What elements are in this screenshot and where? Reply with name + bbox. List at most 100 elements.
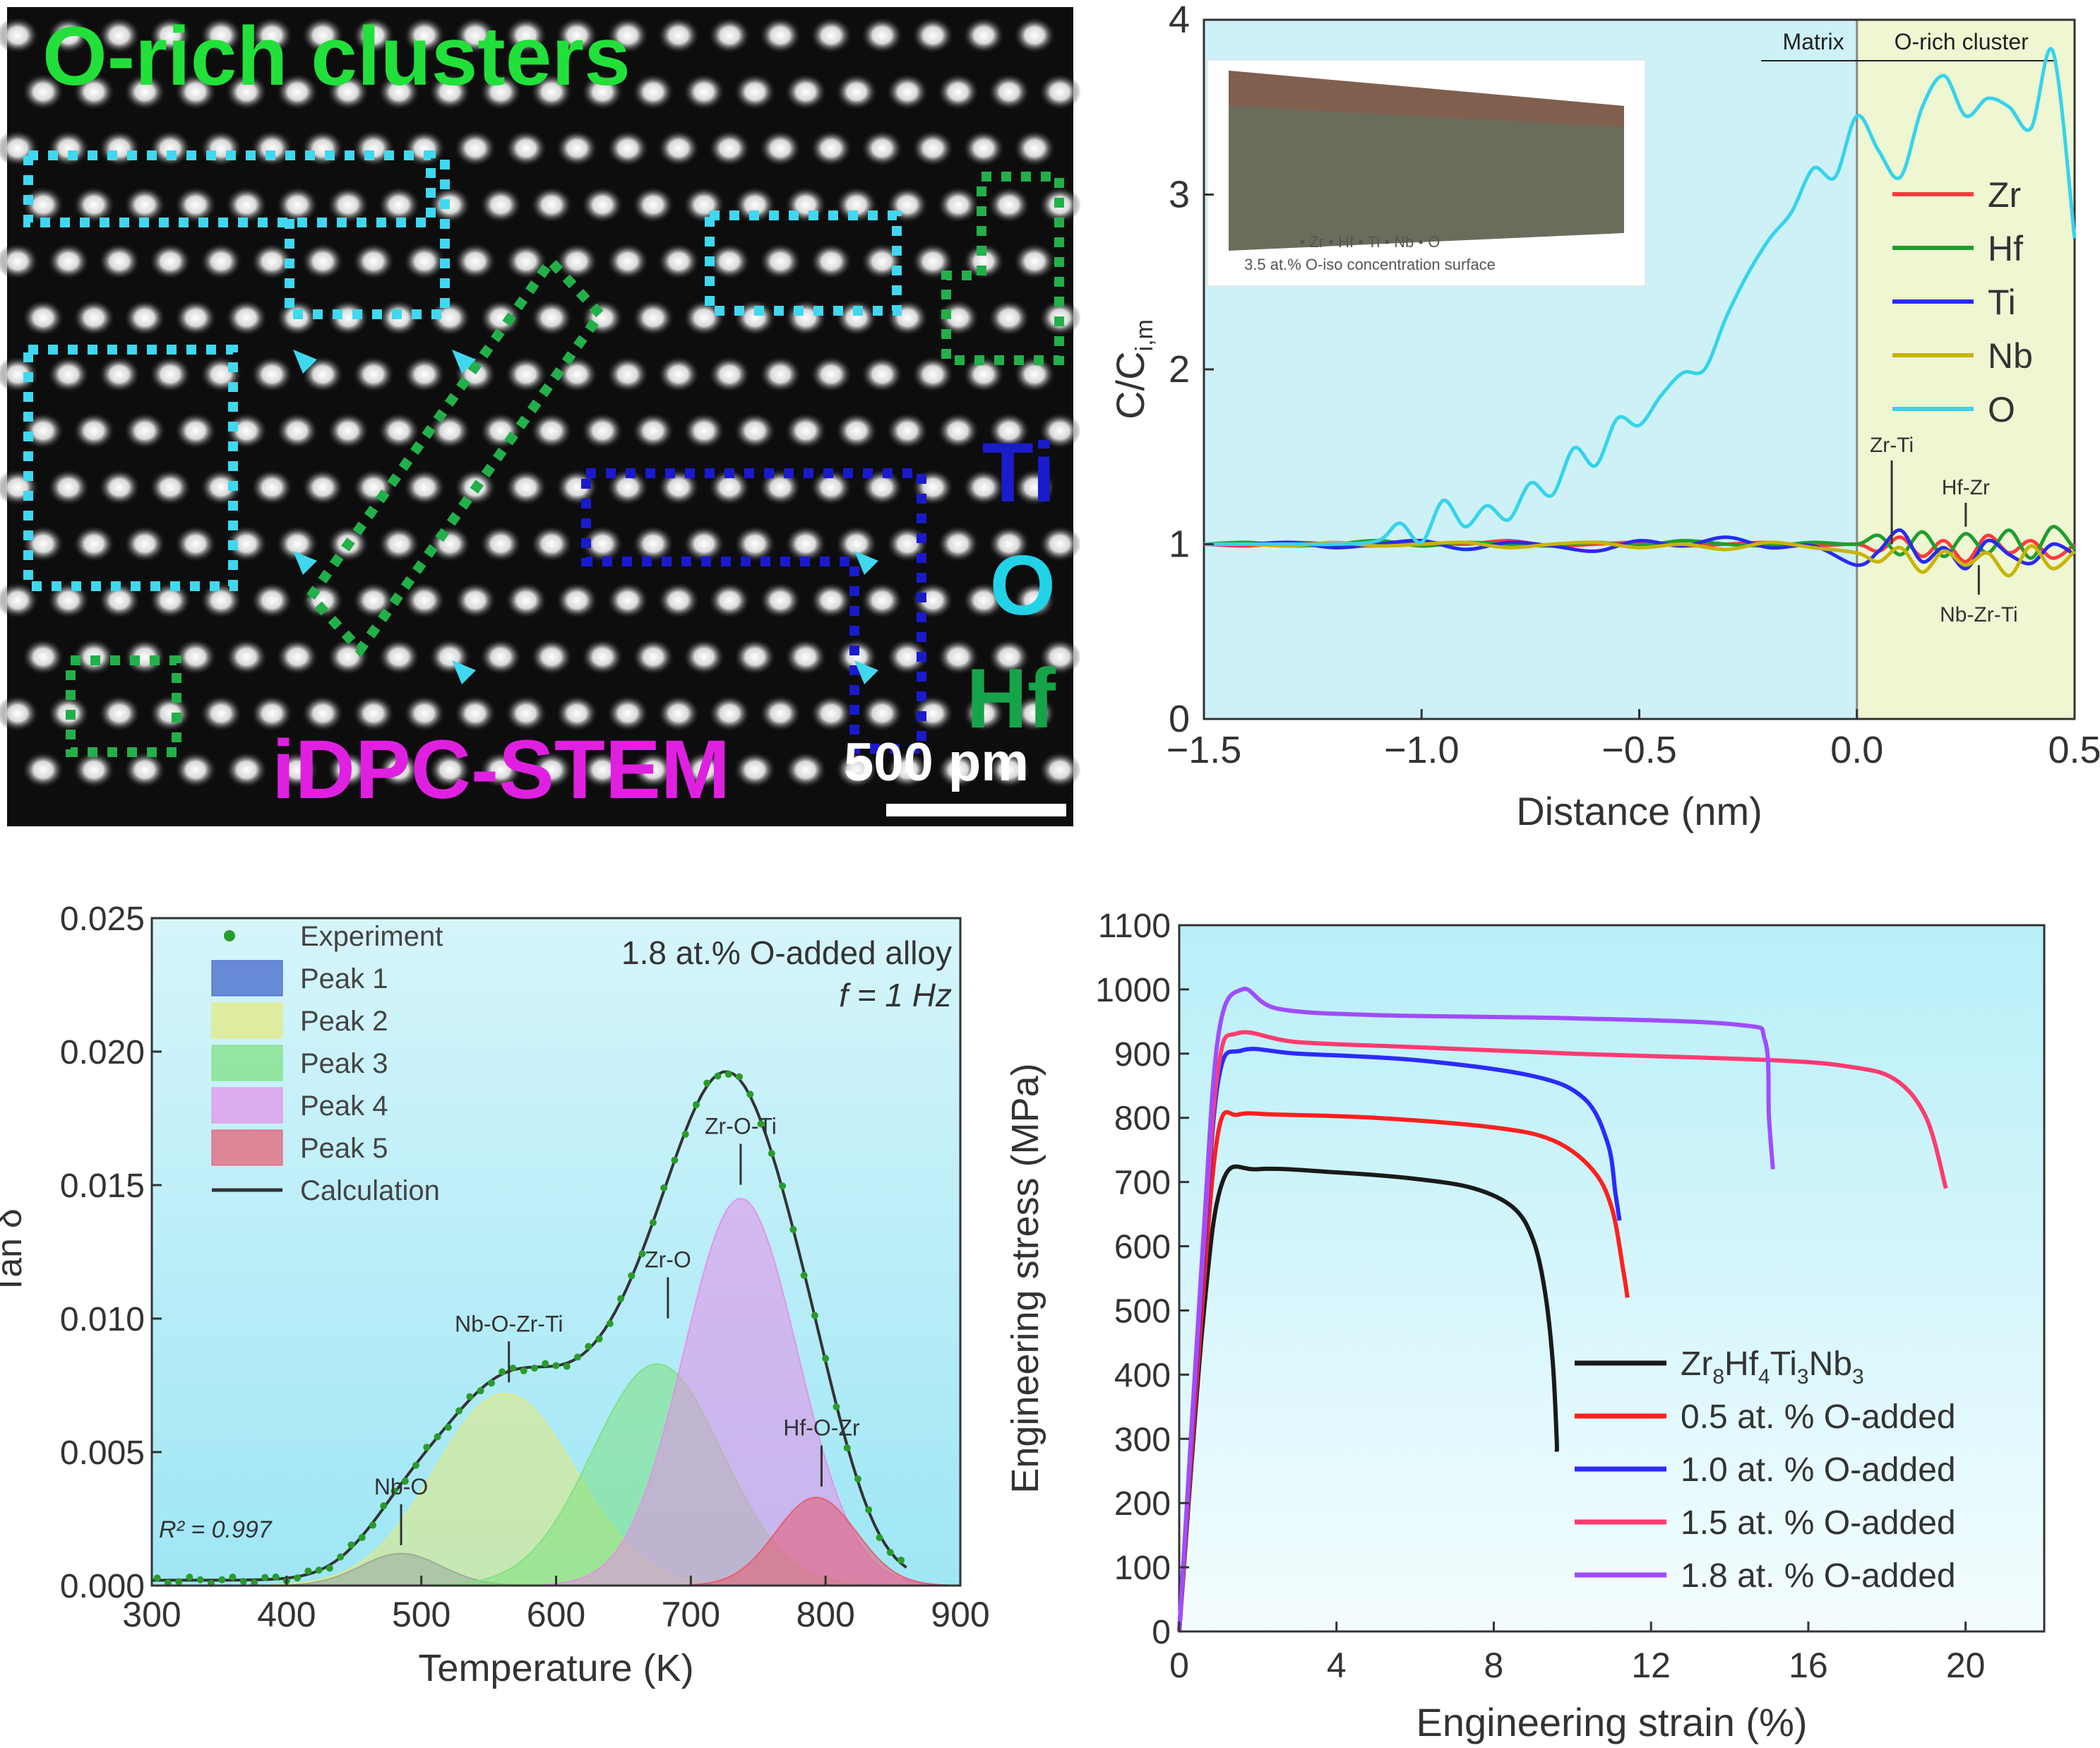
atom bbox=[1013, 130, 1056, 167]
atom bbox=[1013, 695, 1056, 732]
experiment-point bbox=[358, 1533, 366, 1541]
atom bbox=[0, 17, 39, 54]
atom bbox=[607, 356, 649, 393]
x-tick-label: 0.0 bbox=[1830, 729, 1883, 771]
atom bbox=[174, 186, 217, 223]
experiment-point bbox=[466, 1393, 474, 1401]
experiment-point bbox=[434, 1433, 441, 1441]
atom bbox=[479, 412, 522, 449]
atom bbox=[861, 582, 903, 619]
atom bbox=[657, 695, 700, 732]
atom bbox=[734, 638, 776, 675]
atom bbox=[505, 243, 547, 280]
atom bbox=[683, 751, 725, 788]
legend-swatch-peak bbox=[211, 1045, 283, 1081]
x-tick-label: 400 bbox=[257, 1595, 316, 1634]
scale-bar bbox=[886, 804, 1066, 816]
atom bbox=[784, 751, 827, 788]
atom-lattice bbox=[0, 17, 1080, 788]
atom bbox=[47, 130, 90, 167]
x-tick-label: 8 bbox=[1484, 1646, 1504, 1685]
atom bbox=[454, 130, 496, 167]
atom bbox=[988, 299, 1030, 336]
atom bbox=[429, 299, 471, 336]
y-tick-label: 300 bbox=[1114, 1421, 1171, 1458]
atom bbox=[378, 751, 420, 788]
atom bbox=[174, 73, 217, 110]
x-tick-label: 4 bbox=[1327, 1646, 1347, 1685]
x-tick-label: 700 bbox=[662, 1595, 720, 1634]
y-tick-label: 500 bbox=[1114, 1292, 1171, 1330]
atom bbox=[1013, 469, 1056, 506]
y-tick-label: 200 bbox=[1114, 1485, 1171, 1523]
atom bbox=[429, 412, 471, 449]
experiment-point bbox=[239, 1578, 247, 1586]
ti-cluster-box bbox=[581, 468, 926, 754]
legend-swatch-peak bbox=[211, 1087, 283, 1124]
experiment-point bbox=[886, 1549, 894, 1557]
atom bbox=[988, 73, 1030, 110]
atom bbox=[403, 695, 446, 732]
atom bbox=[530, 412, 573, 449]
atom bbox=[1013, 17, 1056, 54]
legend-label-hf: Hf bbox=[1988, 229, 2023, 268]
experiment-point bbox=[574, 1353, 582, 1361]
legend-label: Peak 1 bbox=[300, 963, 388, 994]
x-tick-label: 800 bbox=[796, 1595, 854, 1634]
atom bbox=[352, 243, 395, 280]
experiment-point bbox=[724, 1071, 732, 1078]
atom bbox=[937, 299, 979, 336]
y-tick-label: 0.015 bbox=[60, 1167, 145, 1205]
atom bbox=[632, 73, 674, 110]
atom bbox=[886, 73, 929, 110]
atom bbox=[327, 412, 369, 449]
atom bbox=[225, 73, 268, 110]
experiment-point bbox=[261, 1574, 269, 1581]
legend-label-zr: Zr bbox=[1988, 175, 2021, 215]
atom bbox=[479, 638, 522, 675]
atom bbox=[835, 186, 878, 223]
experiment-point bbox=[552, 1362, 560, 1369]
experiment-point bbox=[272, 1573, 280, 1581]
atom bbox=[454, 17, 496, 54]
peak-annotation-label: Zr-O bbox=[645, 1247, 691, 1273]
experiment-point bbox=[617, 1295, 625, 1302]
atom bbox=[962, 582, 1005, 619]
atom bbox=[327, 299, 369, 336]
concentration-profile-chart: Matrix O-rich cluster • Zr • Hf • Ti • Nb … bbox=[1108, 0, 2100, 833]
atom bbox=[759, 243, 801, 280]
atom bbox=[784, 638, 827, 675]
experiment-point bbox=[326, 1564, 333, 1572]
atom bbox=[556, 582, 598, 619]
atom bbox=[124, 751, 166, 788]
atom bbox=[352, 17, 395, 54]
atom bbox=[988, 412, 1030, 449]
legend-swatch-experiment bbox=[224, 930, 235, 941]
inset-label: 3.5 at.% O-iso concentration surface bbox=[1244, 256, 1496, 273]
atom bbox=[251, 356, 293, 393]
atom bbox=[734, 751, 776, 788]
experiment-point bbox=[671, 1156, 679, 1164]
atom bbox=[607, 695, 649, 732]
peak-area-peak-5 bbox=[674, 1497, 959, 1586]
experiment-point bbox=[897, 1557, 905, 1564]
atom bbox=[1039, 412, 1080, 449]
atom bbox=[708, 695, 751, 732]
series-line-nb bbox=[1203, 540, 2076, 578]
atom bbox=[861, 17, 903, 54]
atom bbox=[174, 525, 217, 562]
chart-subtitle: f = 1 Hz bbox=[839, 977, 952, 1013]
atom bbox=[988, 751, 1030, 788]
experiment-point bbox=[681, 1130, 689, 1138]
atom bbox=[403, 356, 446, 393]
atom bbox=[403, 17, 446, 54]
arrow-marker bbox=[854, 660, 878, 684]
y-axis-label: C/Ci,m bbox=[1108, 319, 1158, 420]
atom bbox=[505, 356, 547, 393]
atom bbox=[810, 356, 852, 393]
atom bbox=[912, 695, 954, 732]
experiment-point bbox=[865, 1506, 873, 1514]
atom bbox=[683, 638, 725, 675]
atom bbox=[378, 73, 420, 110]
atom bbox=[657, 17, 700, 54]
